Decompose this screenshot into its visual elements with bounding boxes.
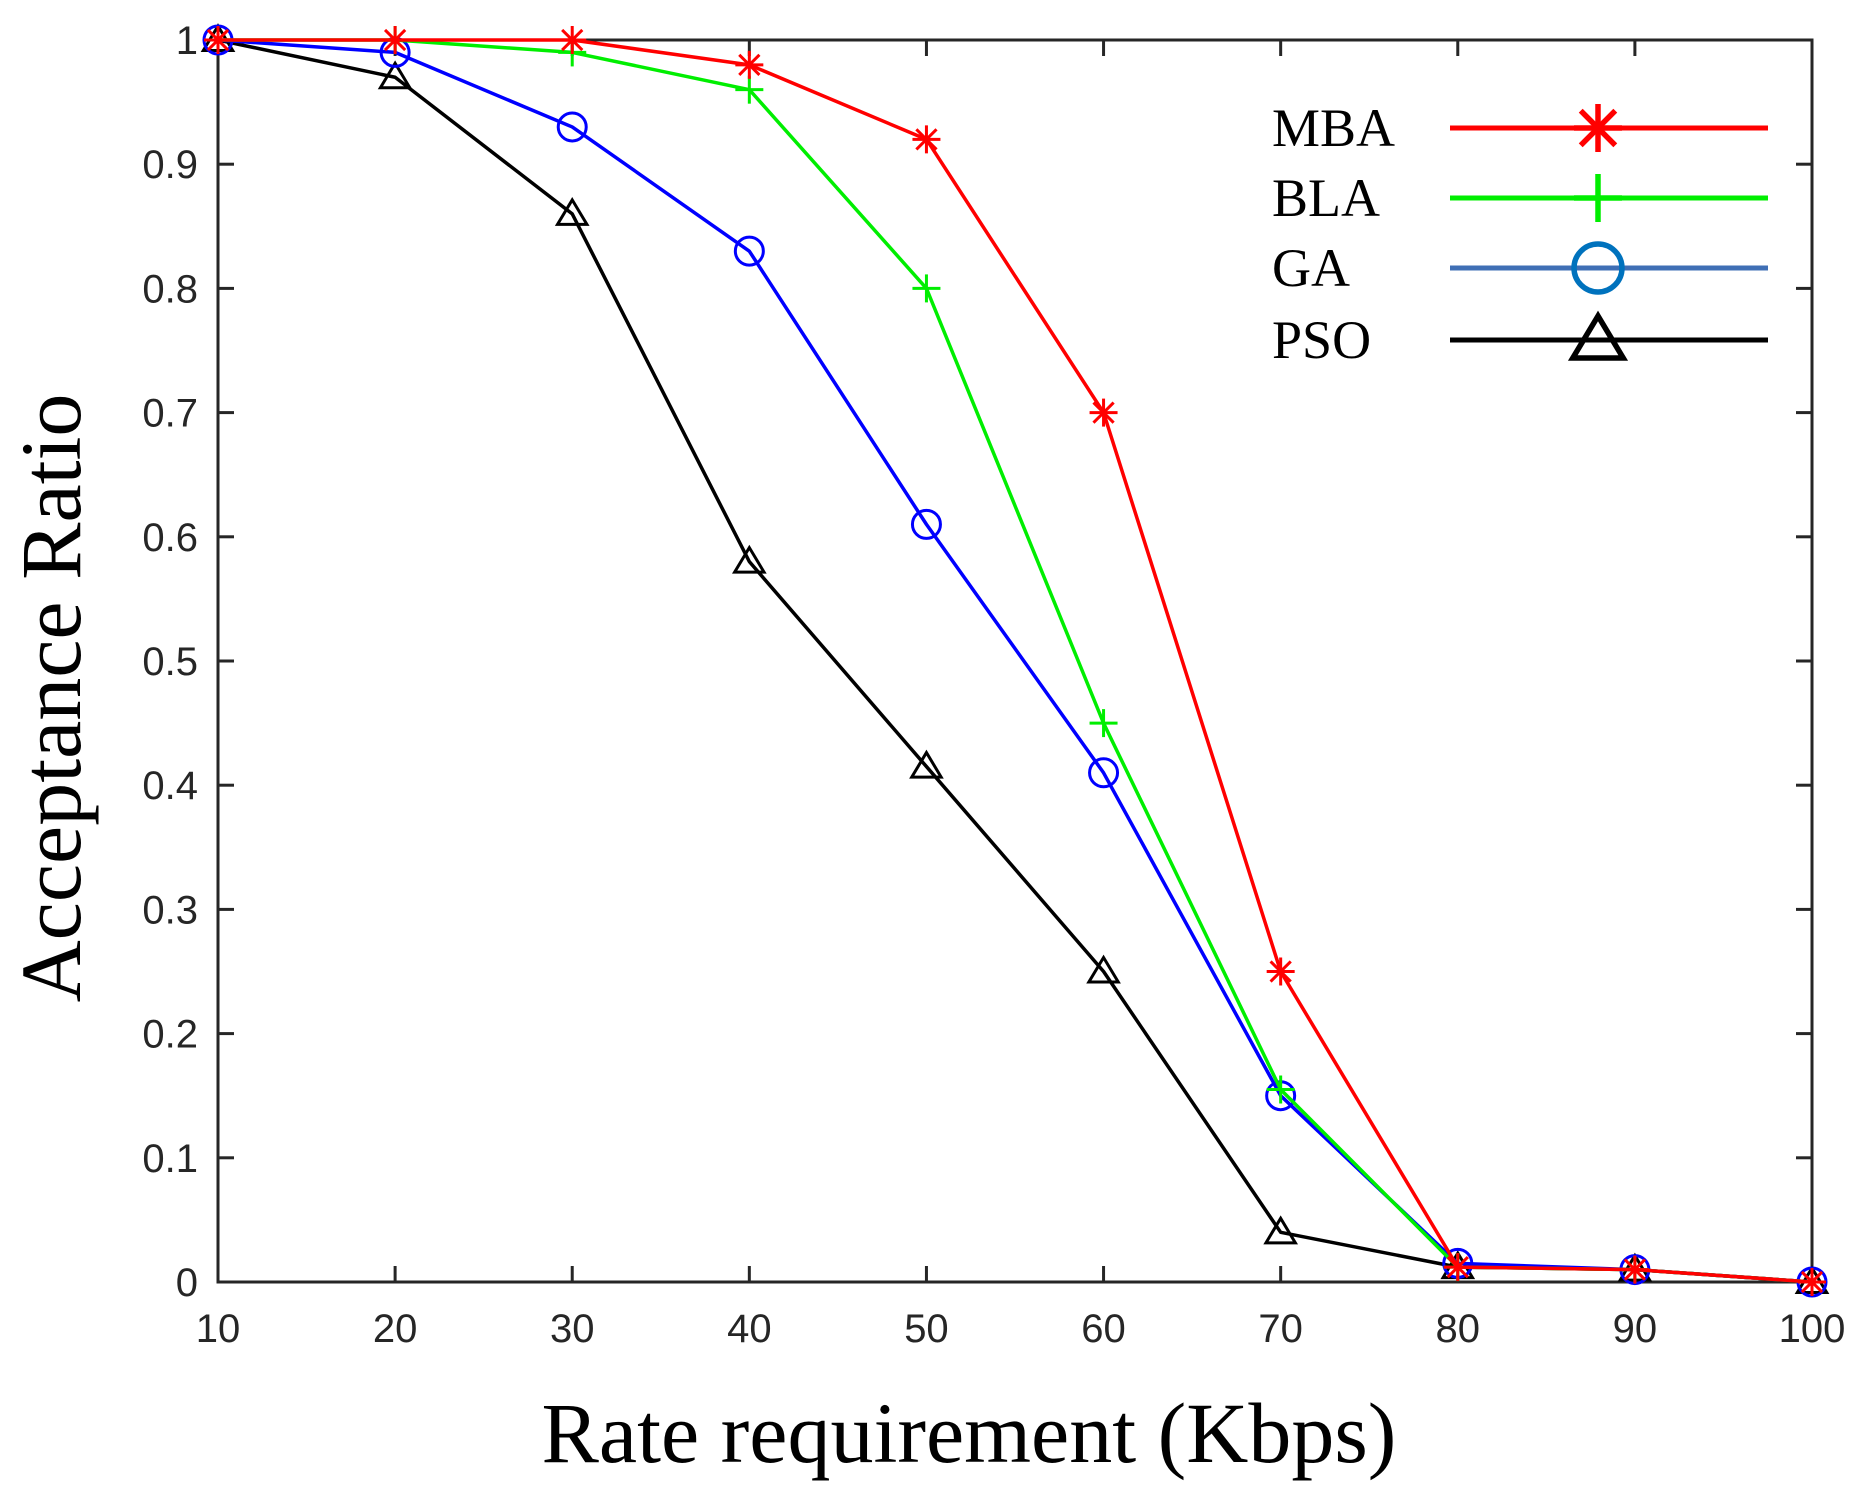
data-point-pso [731,544,767,574]
data-point-pso-shape [1263,1215,1299,1245]
data-point-mba-d2 [1623,1258,1647,1281]
y-tick-label: 0.6 [142,516,198,560]
x-tick-label: 60 [1081,1307,1126,1351]
series-ga [202,24,1828,1298]
data-point-bla [912,274,941,303]
data-point-mba-d2 [1269,960,1292,983]
data-point-mba-d2 [1446,1255,1469,1279]
y-tick-label: 0.9 [142,143,198,187]
data-point-ga [1088,757,1120,789]
y-tick-label: 0.4 [142,764,198,808]
y-axis-title: Acceptance Ratio [3,394,99,1003]
legend-marker-ga [1571,241,1625,295]
data-point-pso-shape [909,749,944,779]
x-tick-label: 50 [904,1307,949,1351]
data-point-ga-shape [1088,757,1120,789]
y-tick-label: 0.8 [142,267,198,311]
data-point-bla [1266,1075,1295,1104]
data-point-mba [1443,1253,1472,1282]
data-point-ga [556,111,588,143]
series-bla [204,26,1826,1296]
y-tick-label: 0 [176,1261,198,1305]
x-axis-title: Rate requirement (Kbps) [542,1385,1397,1481]
data-point-mba [381,26,410,54]
data-point-mba [558,26,587,54]
series-layer [200,23,1830,1298]
y-tick-label: 0.3 [142,888,198,932]
series-line-mba [218,38,1813,1284]
legend-marker-mba [1574,104,1622,152]
legend: MBA BLA GA PSO [1272,98,1768,370]
x-tick-label: 70 [1258,1307,1303,1351]
plot-frame [216,38,1814,1284]
data-point-mba-d2 [915,128,938,151]
data-point-mba [1089,398,1118,427]
data-point-pso-shape [731,544,767,574]
legend-marker-pso-shape [1567,310,1629,361]
series-line-bla [218,38,1813,1284]
data-point-ga-shape [733,235,765,267]
data-point-pso-shape [554,196,590,226]
data-point-pso [554,196,590,226]
data-point-mba-d2 [738,53,761,76]
legend-marker-pso [1567,310,1629,361]
legend-marker-bla [1574,174,1622,222]
x-tick-label: 20 [373,1307,418,1351]
data-point-mba [1798,1268,1826,1296]
series-line-pso [217,38,1813,1284]
data-point-mba [1266,957,1295,986]
legend-label-mba: MBA [1272,98,1395,158]
data-point-mba-d2 [383,28,407,52]
data-point-pso [909,749,944,779]
x-tick-label: 10 [196,1307,241,1351]
x-tick-label: 40 [727,1307,772,1351]
legend-marker-mba-d2 [1578,108,1618,148]
series-mba [204,26,1826,1296]
data-point-mba [912,125,941,154]
y-tick-label: 0.1 [142,1137,198,1181]
data-point-pso [377,60,413,90]
data-point-mba-d2 [1800,1270,1824,1294]
series-pso [200,23,1830,1294]
y-tick-label: 0.2 [142,1013,198,1057]
data-point-pso [1263,1215,1299,1245]
data-point-mba-d2 [206,28,230,52]
data-point-mba [1620,1255,1649,1284]
data-point-mba-d2 [1092,401,1115,424]
x-tick-label: 90 [1613,1307,1658,1351]
legend-marker-ga-shape [1571,241,1625,295]
y-tick-label: 1 [176,19,198,63]
data-point-ga [733,235,765,267]
series-line-ga [217,38,1813,1284]
data-point-bla [1089,709,1118,738]
legend-label-ga: GA [1272,238,1350,298]
x-tick-label: 30 [550,1307,595,1351]
data-point-ga-shape [910,508,942,540]
legend-label-pso: PSO [1272,310,1371,370]
data-point-mba-d2 [561,28,584,52]
data-point-mba [204,26,232,54]
legend-label-bla: BLA [1272,168,1380,228]
data-point-bla [735,75,764,104]
axes: 10 20 30 40 50 60 70 80 90 100 0 0.1 0.2 0.3 0.4 0.5 0.6… [142,19,1845,1351]
x-tick-label: 100 [1779,1307,1846,1351]
y-tick-label: 0.7 [142,392,198,436]
data-point-mba [735,50,764,79]
data-point-ga-shape [556,111,588,143]
data-point-pso-shape [1086,954,1121,984]
data-point-pso [1086,954,1121,984]
y-tick-label: 0.5 [142,640,198,684]
data-point-pso-shape [377,60,413,90]
data-point-ga [910,508,942,540]
x-tick-label: 80 [1436,1307,1481,1351]
